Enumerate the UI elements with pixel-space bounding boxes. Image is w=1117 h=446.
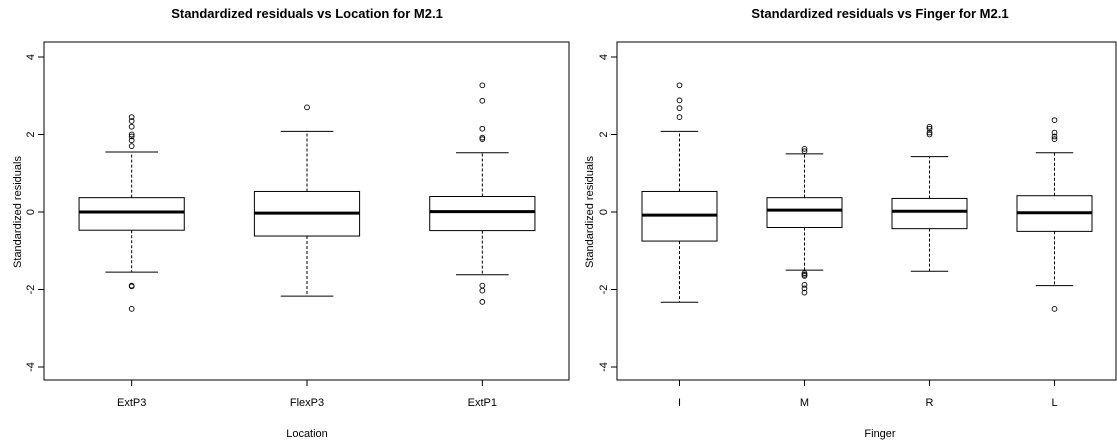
outlier-point [128, 306, 135, 312]
iqr-box [766, 197, 843, 229]
box-I [641, 82, 718, 303]
outlier-point [676, 97, 683, 104]
iqr-box [891, 197, 968, 230]
x-axis-label: Location [286, 428, 328, 440]
box-R [891, 123, 968, 272]
outlier-point [479, 136, 486, 143]
outlier-point [1051, 306, 1058, 312]
outlier-point [128, 283, 135, 290]
outlier-point [801, 273, 808, 279]
x-tick-label: M [800, 397, 809, 409]
y-tick-label: 0 [598, 209, 610, 215]
x-axis-label: Finger [864, 428, 896, 440]
y-tick-label: -2 [25, 285, 37, 295]
outlier-point [479, 299, 486, 305]
outlier-point [801, 285, 808, 292]
y-axis-label: Standardized residuals [12, 156, 24, 268]
x-tick-label: FlexP3 [290, 397, 324, 409]
outlier-point [1051, 133, 1058, 140]
outlier-point [479, 97, 486, 104]
x-tick-label: ExtP3 [117, 397, 146, 409]
chart-title: Standardized residuals vs Location for M… [171, 6, 443, 21]
outlier-point [801, 148, 808, 155]
outlier-point [676, 105, 683, 112]
x-tick-label: I [678, 397, 681, 409]
outlier-point [926, 125, 933, 132]
outlier-point [128, 114, 135, 120]
plot-area: -4 -2 0 2 4 I M R L [598, 41, 1117, 409]
outlier-point [479, 287, 486, 294]
y-tick-label: 0 [25, 209, 37, 215]
y-tick-label: 2 [25, 131, 37, 137]
x-tick-label: ExtP1 [468, 397, 497, 409]
outlier-point [1051, 129, 1058, 136]
outlier-point [128, 131, 135, 138]
outlier-point [128, 123, 135, 130]
outlier-point [801, 289, 808, 296]
chart-finger: Standardized residuals vs Finger for M2.… [584, 6, 1117, 440]
box-M [766, 145, 843, 296]
y-tick-label: 4 [25, 54, 37, 60]
outlier-point [1051, 117, 1058, 124]
outlier-point [676, 82, 683, 89]
box-ExtP3 [78, 114, 185, 312]
iqr-box [429, 196, 536, 232]
box-ExtP1 [429, 82, 536, 305]
outlier-point [801, 282, 808, 288]
iqr-box [78, 197, 185, 231]
outlier-point [304, 104, 310, 111]
chart-location: Standardized residuals vs Location for M… [12, 6, 570, 440]
y-axis-label: Standardized residuals [584, 156, 596, 268]
plot-area: -4 -2 0 2 4 ExtP3 FlexP3 ExtP1 [25, 41, 570, 409]
chart-title: Standardized residuals vs Finger for M2.… [751, 6, 1008, 21]
plot-frame [616, 41, 1117, 381]
outlier-point [676, 114, 683, 120]
outlier-point [926, 131, 933, 138]
x-tick-label: R [926, 397, 934, 409]
outlier-point [1051, 136, 1058, 143]
outlier-point [926, 129, 933, 136]
y-tick-label: 2 [598, 131, 610, 137]
y-tick-label: -4 [598, 362, 610, 372]
outlier-point [801, 145, 808, 152]
outlier-point [128, 143, 135, 149]
x-tick-label: L [1051, 397, 1057, 409]
outlier-point [801, 270, 808, 277]
outlier-point [479, 282, 486, 289]
outlier-point [926, 123, 933, 130]
outlier-point [128, 137, 135, 144]
box-FlexP3 [253, 104, 361, 297]
outlier-point [479, 134, 486, 141]
outlier-point [128, 133, 135, 140]
box-L [1016, 117, 1093, 312]
outlier-point [479, 125, 486, 132]
y-tick-label: 4 [598, 54, 610, 60]
outlier-point [128, 118, 135, 124]
y-tick-label: -2 [598, 285, 610, 295]
y-tick-label: -4 [25, 362, 37, 372]
outlier-point [479, 82, 486, 89]
